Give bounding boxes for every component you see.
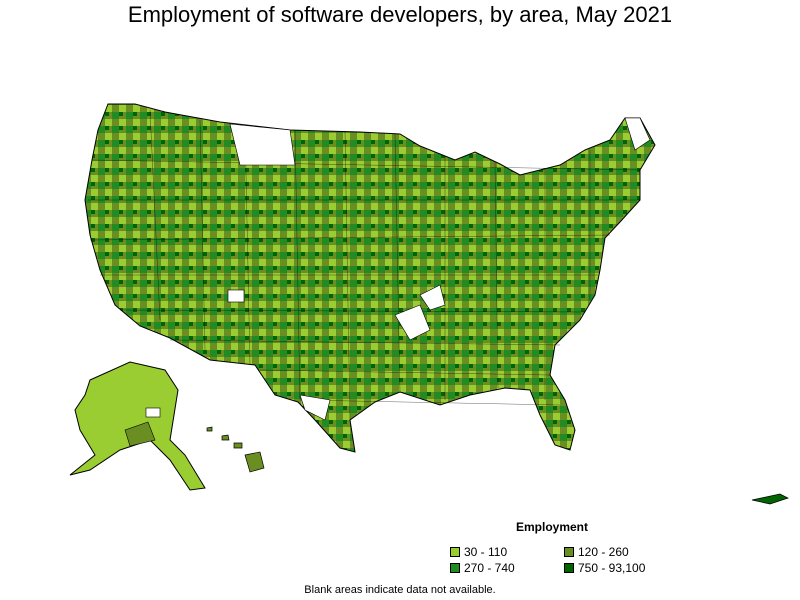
legend-label-3: 270 - 740 bbox=[464, 561, 515, 575]
legend-title: Employment bbox=[516, 520, 589, 534]
map-title: Employment of software developers, by ar… bbox=[127, 2, 673, 27]
legend-label-2: 120 - 260 bbox=[578, 545, 629, 559]
blank-areas-note: Blank areas indicate data not available. bbox=[304, 584, 496, 596]
alaska-southwest-area bbox=[124, 421, 156, 447]
legend-swatch-4 bbox=[564, 563, 574, 573]
legend-item-4: 750 - 93,100 bbox=[564, 561, 645, 575]
legend-item-2: 120 - 260 bbox=[564, 545, 629, 559]
us-mainland-shape bbox=[84, 103, 656, 453]
legend-item-1: 30 - 110 bbox=[450, 545, 507, 559]
legend-swatch-3 bbox=[450, 563, 460, 573]
no-data-areas bbox=[227, 117, 651, 421]
legend: Employment 30 - 110 120 - 260 270 - 740 … bbox=[448, 518, 668, 578]
area-boundaries bbox=[88, 109, 641, 421]
hawaii-shape bbox=[206, 426, 265, 473]
puerto-rico-shape bbox=[751, 493, 789, 505]
legend-swatch-1 bbox=[450, 547, 460, 557]
legend-swatch-2 bbox=[564, 547, 574, 557]
alaska-blank-area bbox=[145, 407, 161, 418]
legend-item-3: 270 - 740 bbox=[450, 561, 515, 575]
legend-label-4: 750 - 93,100 bbox=[578, 561, 646, 575]
legend-label-1: 30 - 110 bbox=[464, 545, 508, 559]
